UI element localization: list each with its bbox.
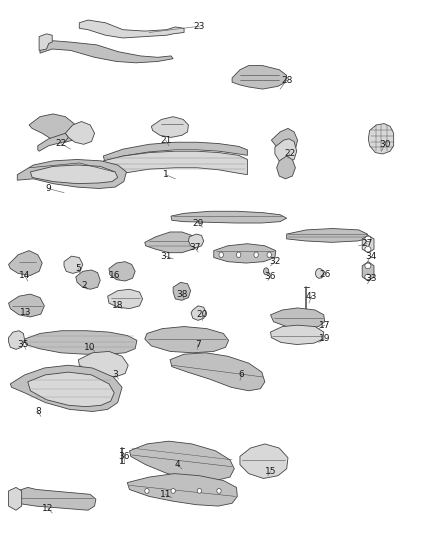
Polygon shape (130, 441, 234, 481)
Ellipse shape (197, 488, 201, 494)
Ellipse shape (264, 268, 269, 275)
Polygon shape (78, 351, 128, 377)
Text: 27: 27 (361, 239, 372, 248)
Polygon shape (287, 229, 367, 243)
Text: 36: 36 (118, 452, 130, 461)
Ellipse shape (145, 488, 149, 494)
Polygon shape (240, 444, 288, 479)
Text: 2: 2 (82, 281, 87, 289)
Polygon shape (103, 142, 247, 161)
Text: 33: 33 (365, 274, 377, 282)
Ellipse shape (365, 263, 371, 269)
Ellipse shape (365, 274, 371, 280)
Ellipse shape (217, 488, 221, 494)
Polygon shape (170, 353, 265, 391)
Ellipse shape (267, 252, 272, 257)
Polygon shape (145, 327, 229, 353)
Text: 7: 7 (195, 340, 201, 349)
Ellipse shape (315, 269, 323, 278)
Text: 13: 13 (20, 308, 32, 317)
Polygon shape (272, 128, 297, 152)
Text: 16: 16 (110, 271, 121, 280)
Polygon shape (9, 330, 25, 349)
Text: 22: 22 (55, 139, 67, 148)
Polygon shape (109, 262, 135, 281)
Text: 4: 4 (175, 460, 180, 469)
Polygon shape (39, 34, 52, 51)
Ellipse shape (237, 252, 241, 257)
Ellipse shape (171, 488, 175, 494)
Polygon shape (127, 474, 237, 506)
Text: 5: 5 (75, 264, 81, 273)
Text: 12: 12 (42, 504, 53, 513)
Text: 8: 8 (35, 407, 41, 416)
Text: 1: 1 (163, 170, 169, 179)
Polygon shape (11, 488, 96, 510)
Polygon shape (368, 124, 394, 154)
Text: 19: 19 (319, 335, 330, 343)
Polygon shape (275, 139, 297, 163)
Text: 23: 23 (194, 22, 205, 31)
Text: 17: 17 (319, 321, 330, 330)
Polygon shape (191, 306, 206, 320)
Text: 10: 10 (85, 343, 96, 352)
Ellipse shape (219, 252, 223, 257)
Polygon shape (76, 270, 100, 289)
Polygon shape (271, 325, 324, 344)
Polygon shape (25, 330, 137, 354)
Polygon shape (108, 289, 143, 309)
Text: 15: 15 (265, 467, 276, 476)
Ellipse shape (365, 236, 371, 241)
Text: 3: 3 (112, 370, 118, 379)
Polygon shape (40, 41, 173, 63)
Text: 29: 29 (192, 219, 204, 228)
Polygon shape (362, 262, 374, 281)
Polygon shape (145, 232, 196, 253)
Polygon shape (9, 294, 44, 317)
Text: 43: 43 (306, 292, 317, 301)
Polygon shape (38, 133, 68, 151)
Polygon shape (151, 117, 188, 138)
Text: 38: 38 (176, 289, 187, 298)
Polygon shape (277, 156, 295, 179)
Text: 31: 31 (160, 252, 172, 261)
Polygon shape (9, 488, 21, 510)
Text: 37: 37 (189, 244, 201, 252)
Text: 11: 11 (160, 490, 172, 499)
Text: 21: 21 (160, 136, 171, 144)
Text: 26: 26 (319, 270, 330, 279)
Polygon shape (214, 244, 276, 263)
Text: 22: 22 (284, 149, 295, 158)
Text: 6: 6 (239, 370, 244, 379)
Polygon shape (64, 256, 83, 273)
Text: 35: 35 (18, 340, 29, 349)
Text: 9: 9 (45, 184, 51, 193)
Polygon shape (171, 211, 287, 223)
Text: 18: 18 (112, 301, 124, 310)
Text: 36: 36 (265, 272, 276, 281)
Polygon shape (79, 20, 184, 38)
Polygon shape (188, 234, 204, 248)
Text: 28: 28 (281, 76, 292, 85)
Polygon shape (173, 282, 191, 300)
Polygon shape (11, 365, 122, 411)
Polygon shape (103, 151, 247, 179)
Polygon shape (28, 372, 114, 407)
Polygon shape (29, 114, 77, 142)
Text: 34: 34 (365, 252, 377, 261)
Polygon shape (30, 165, 118, 184)
Text: 32: 32 (269, 257, 281, 266)
Polygon shape (232, 66, 287, 89)
Polygon shape (271, 308, 325, 329)
Text: 14: 14 (19, 271, 30, 280)
Polygon shape (362, 236, 374, 253)
Ellipse shape (254, 252, 258, 257)
Polygon shape (17, 159, 127, 189)
Polygon shape (9, 251, 42, 276)
Polygon shape (65, 122, 95, 144)
Text: 30: 30 (379, 140, 391, 149)
Ellipse shape (365, 246, 371, 252)
Text: 20: 20 (197, 310, 208, 319)
